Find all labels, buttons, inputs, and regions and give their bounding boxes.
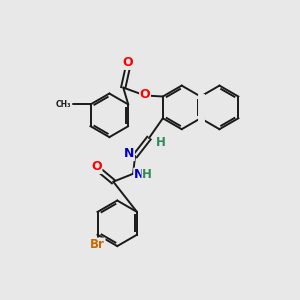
Text: H: H xyxy=(142,168,152,181)
Text: H: H xyxy=(156,136,166,148)
Text: O: O xyxy=(140,88,150,101)
Text: Br: Br xyxy=(90,238,105,251)
Text: CH₃: CH₃ xyxy=(55,100,71,109)
Text: O: O xyxy=(91,160,102,173)
Text: N: N xyxy=(124,148,134,160)
Text: O: O xyxy=(122,56,133,69)
Text: N: N xyxy=(134,168,144,181)
